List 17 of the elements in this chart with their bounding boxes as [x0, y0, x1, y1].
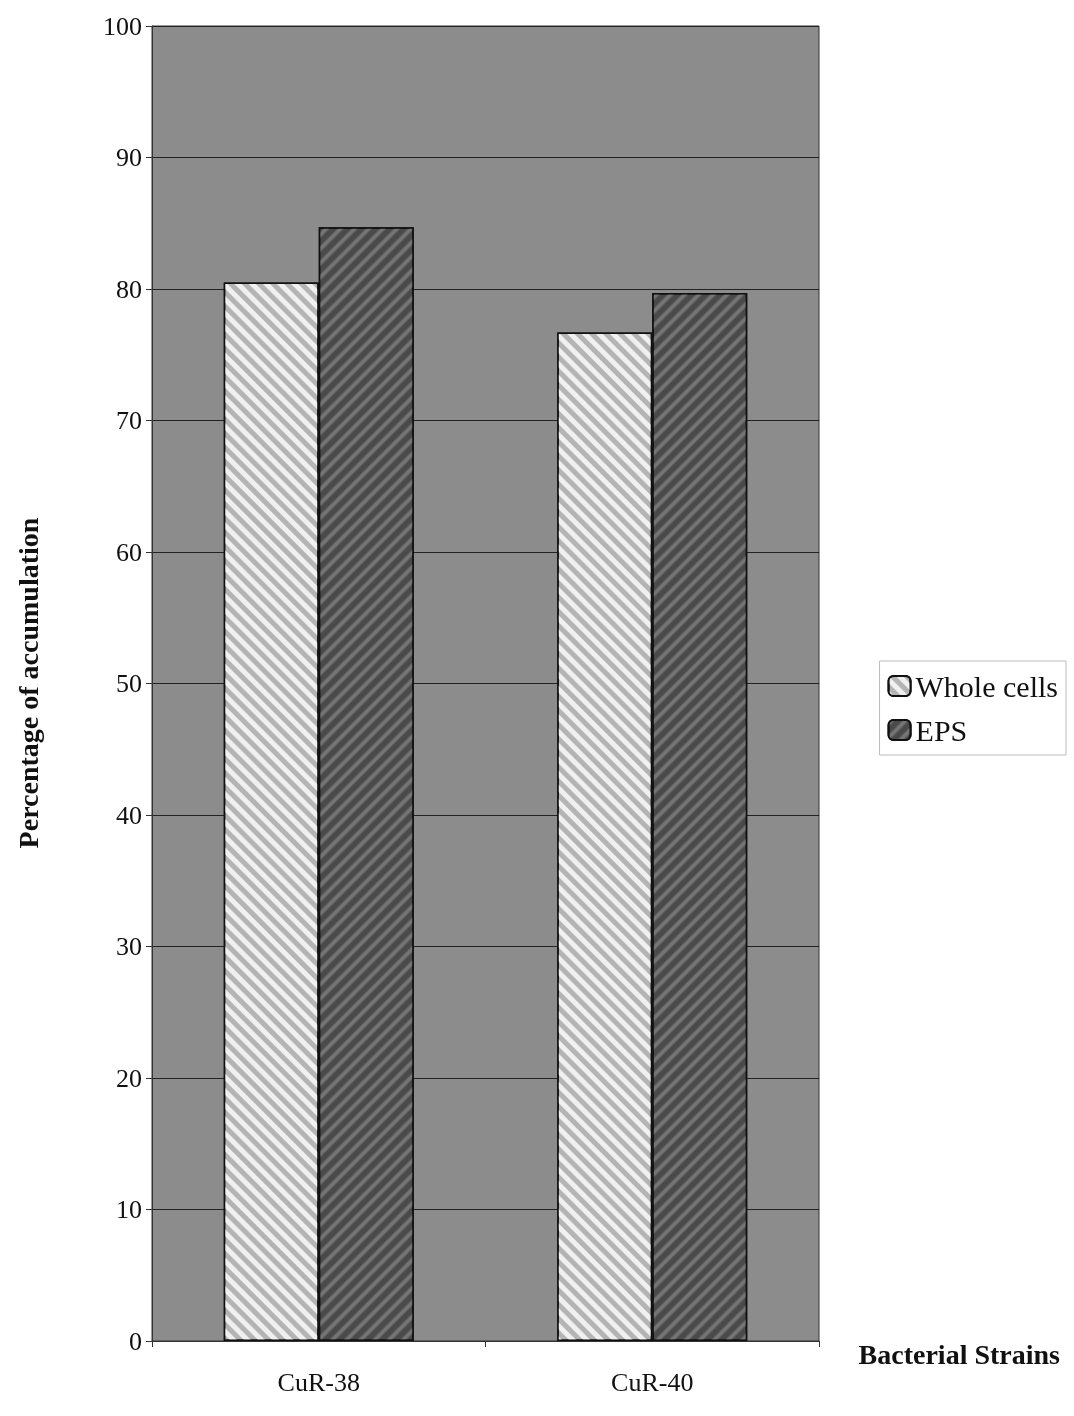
- y-tick-label: 100: [103, 11, 142, 41]
- y-tick-label: 70: [116, 406, 142, 435]
- y-axis-title: Percentage of accumulation: [12, 517, 44, 849]
- legend-label: EPS: [915, 713, 968, 747]
- y-tick-label: 0: [129, 1326, 142, 1356]
- x-tick-label: CuR-40: [611, 1367, 694, 1397]
- y-tick-label: 10: [116, 1195, 142, 1224]
- y-tick-label: 30: [116, 932, 142, 961]
- x-tick-label: CuR-38: [277, 1367, 360, 1397]
- x-axis-title: Bacterial Strains: [858, 1338, 1061, 1370]
- y-tick-label: 90: [116, 143, 142, 172]
- y-tick-label: 50: [116, 669, 142, 698]
- legend-label: Whole cells: [915, 669, 1059, 703]
- y-tick-label: 60: [116, 537, 142, 567]
- y-tick-label: 40: [116, 800, 142, 830]
- y-tick-label: 80: [116, 274, 142, 304]
- y-tick-label: 20: [116, 1063, 142, 1093]
